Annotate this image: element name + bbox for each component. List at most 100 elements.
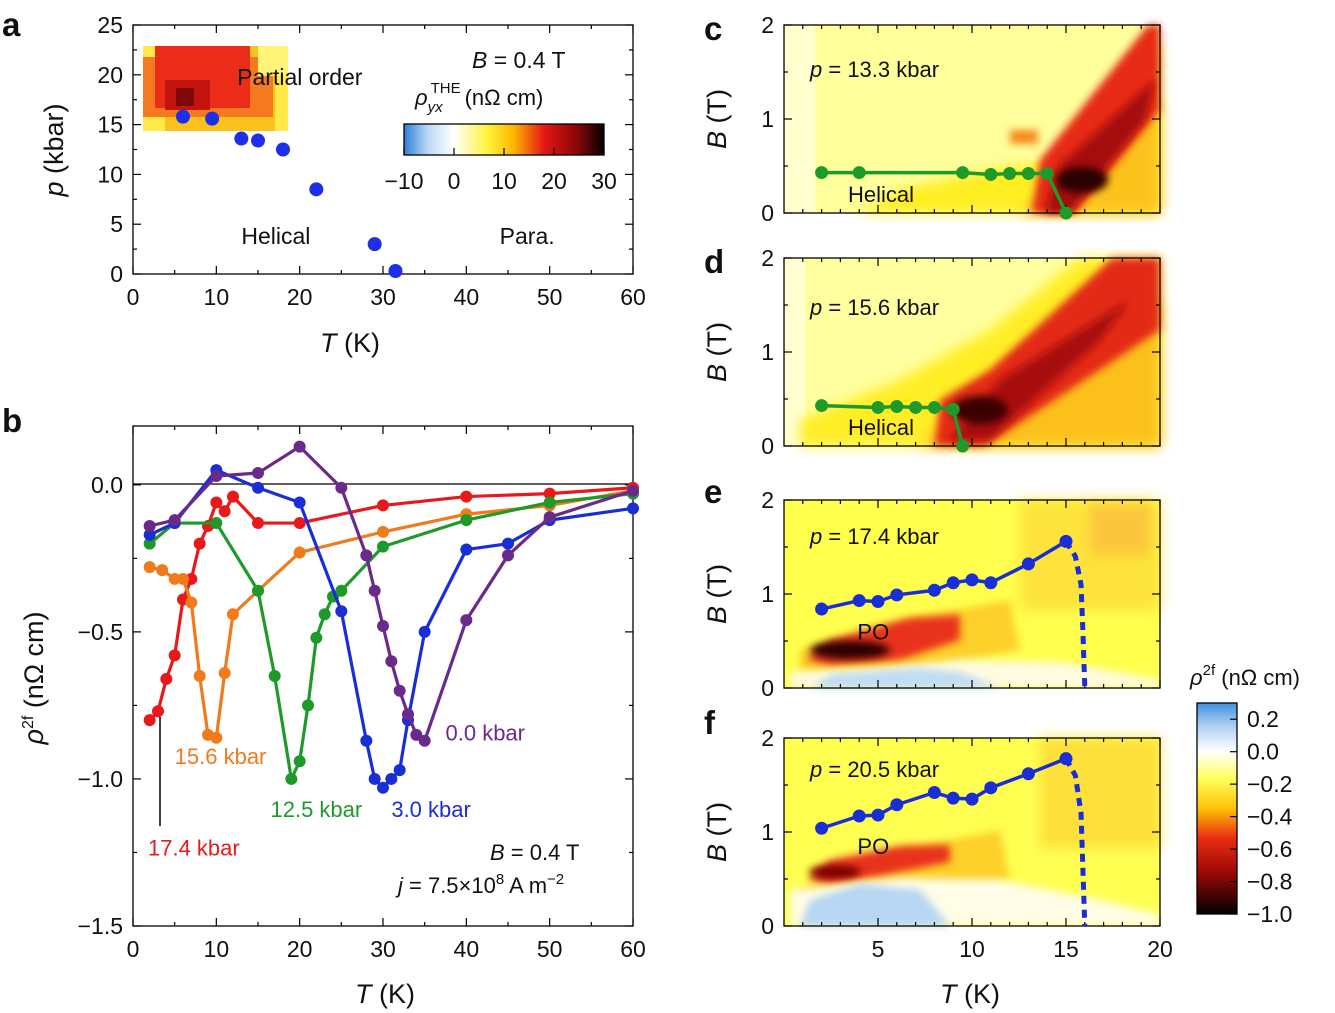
panel-e-pressure: p = 17.4 kbar: [809, 524, 939, 549]
series-point: [377, 540, 389, 553]
phase-point: [251, 133, 265, 148]
colorbar-right-tick-label: 0.0: [1247, 739, 1279, 765]
panel-a-ylabel: p (kbar): [39, 103, 69, 197]
x-tick-label: 60: [620, 936, 646, 962]
boundary-point: [1059, 206, 1073, 220]
note1-text: = 0.4 T: [505, 840, 580, 865]
colorbar-a-tick-label: 0: [448, 168, 461, 194]
series-point: [627, 484, 639, 497]
boundary-point: [965, 792, 979, 806]
panel-c-pressure: p = 13.3 kbar: [809, 57, 939, 82]
x-tick-label: 30: [370, 284, 396, 310]
panel-b-field-note: B = 0.4 T: [490, 840, 580, 865]
cb-a-unit: (nΩ cm): [465, 85, 544, 110]
x-tick-label: 0: [127, 936, 140, 962]
xlabel-var: T: [355, 979, 374, 1009]
series-point: [143, 714, 156, 727]
series-point: [543, 511, 556, 524]
colorbar-right-tick-label: −1.0: [1247, 901, 1292, 927]
x-tick-label: 10: [959, 936, 985, 962]
xlabel-unit: (K): [337, 328, 381, 358]
x-tick-label: 20: [287, 284, 313, 310]
pressure-prefix: p: [809, 757, 822, 782]
pressure-prefix: p: [809, 57, 822, 82]
heat-region: [1010, 130, 1038, 144]
note2-prefix: j: [395, 873, 404, 898]
panel-d-pressure: p = 15.6 kbar: [809, 295, 939, 320]
x-tick-label: 50: [537, 936, 563, 962]
boundary-line: [821, 539, 1067, 611]
series-point: [393, 764, 406, 777]
panel-label-c: c: [704, 10, 722, 47]
heat-cell: [258, 46, 288, 76]
panel-f-axes: 5 10 15 20 0 1 2: [761, 725, 1173, 962]
y-tick-label: 0.0: [91, 472, 123, 498]
boundary-point: [852, 166, 866, 180]
series-point: [543, 496, 556, 509]
series-point: [160, 672, 173, 685]
ylabel-var: ρ: [19, 729, 49, 745]
boundary-point: [984, 576, 998, 590]
ylabel-sup: 2f: [20, 715, 37, 729]
ylabel-unit: (T): [702, 802, 732, 844]
panel-a-xlabel: T (K): [320, 328, 380, 358]
panel-e: e 0 1 2 p = 17.4 kbar PO B (T): [702, 473, 1161, 701]
boundary-point: [956, 166, 970, 180]
series-line: [148, 492, 634, 781]
series-point: [293, 755, 306, 768]
colorbar-right-tick-label: 0.2: [1247, 706, 1279, 732]
series-point: [143, 537, 156, 550]
panel-label-f: f: [704, 704, 716, 741]
panel-b-current-note: j = 7.5×108 A m−2: [395, 871, 564, 898]
series-label: 3.0 kbar: [391, 797, 471, 822]
colorbar-a-tick-label: 20: [541, 168, 567, 194]
series-point: [418, 734, 431, 747]
series-point: [218, 505, 231, 518]
panel-a-heatmap: [143, 46, 288, 131]
colorbar-right-label: ρ2f (nΩ cm): [1189, 662, 1300, 690]
series-point: [418, 625, 431, 638]
y-tick-label: 1: [761, 581, 774, 607]
boundary-point: [871, 595, 885, 609]
heat-peak: [952, 396, 1008, 424]
series-point: [185, 596, 198, 609]
heat-region: [1090, 505, 1150, 555]
colorbar-right-tick-label: −0.2: [1247, 771, 1292, 797]
region-label-helical: Helical: [241, 223, 310, 249]
note2-unit-exp: −2: [547, 871, 564, 888]
colorbar-right-tick-label: −0.6: [1247, 836, 1292, 862]
boundary-point: [946, 402, 960, 416]
colorbar-right-tick-label: −0.4: [1247, 804, 1293, 830]
series-point: [377, 499, 389, 512]
panel-b-ylabel: ρ2f (nΩ cm): [19, 612, 49, 746]
y-tick-label: 25: [97, 12, 123, 38]
ylabel-var: p: [39, 181, 69, 197]
series-label: 17.4 kbar: [148, 835, 240, 860]
series-point: [293, 496, 306, 509]
series-point: [360, 549, 373, 562]
ylabel-var: B: [702, 131, 732, 149]
x-tick-label: 20: [287, 936, 313, 962]
x-tick-label: 5: [872, 936, 885, 962]
x-tick-label: 15: [1053, 936, 1079, 962]
series-point: [156, 564, 169, 577]
y-tick-label: 1: [761, 339, 774, 365]
note1-var: B: [490, 840, 505, 865]
note2-exp: 8: [496, 871, 504, 888]
boundary-point: [927, 786, 941, 800]
series-point: [460, 543, 473, 556]
x-tick-label: 40: [454, 936, 480, 962]
panel-label-a: a: [2, 6, 21, 43]
cb-a-sub: yx: [427, 99, 444, 116]
y-tick-label: 0: [761, 913, 774, 939]
region-label-para: Para.: [500, 223, 555, 249]
series-point: [360, 734, 373, 747]
phase-point: [388, 264, 403, 279]
x-tick-label: 20: [1147, 936, 1173, 962]
boundary-point: [956, 439, 970, 453]
boundary-point: [815, 166, 829, 180]
series-point: [252, 517, 264, 530]
boundary-dashed: [1063, 757, 1088, 927]
boundary-point: [815, 399, 829, 413]
heat-peak: [1056, 167, 1108, 193]
